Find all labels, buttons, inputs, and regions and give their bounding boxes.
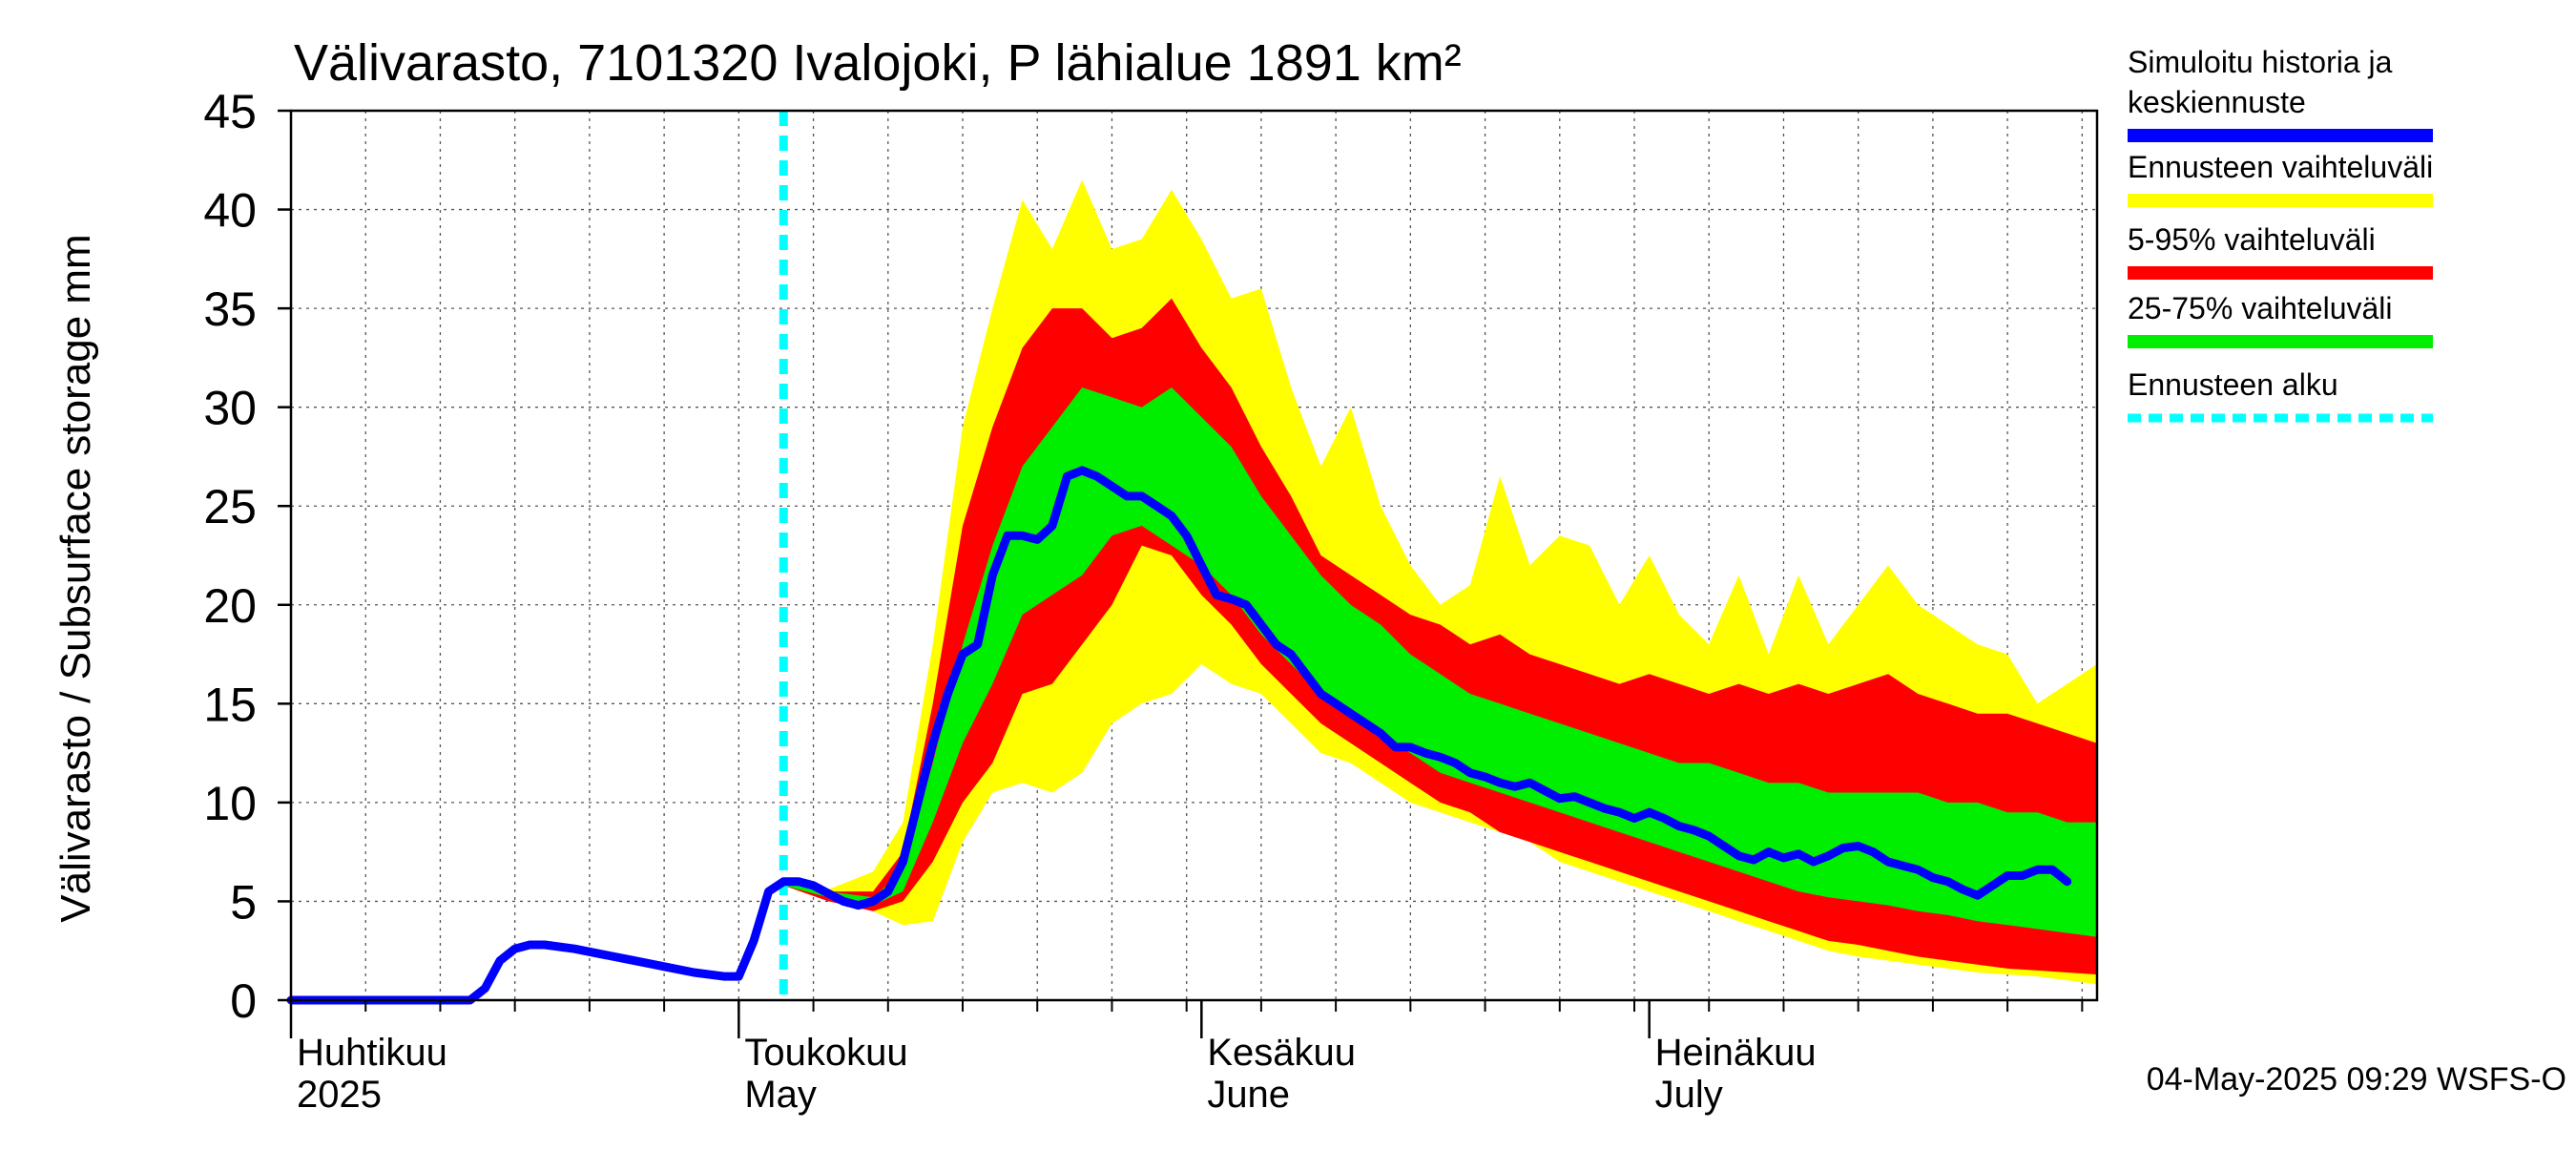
legend: Simuloitu historia ja keskiennuste Ennuste…: [2128, 45, 2433, 423]
legend-swatch: [2128, 129, 2433, 142]
y-tick-label: 40: [203, 184, 257, 238]
band-25-75-vaihteluv-li: [783, 387, 2097, 955]
month-label-en: May: [744, 1074, 817, 1116]
legend-label: Ennusteen alku: [2128, 367, 2338, 402]
legend-label: keskiennuste: [2128, 85, 2306, 119]
chart-title: Välivarasto, 7101320 Ivalojoki, P lähial…: [294, 34, 1462, 92]
y-tick-label: 15: [203, 678, 257, 731]
y-tick-label: 25: [203, 480, 257, 533]
month-label-en: 2025: [297, 1074, 382, 1116]
legend-label: Ennusteen vaihteluväli: [2128, 150, 2433, 184]
legend-label: 5-95% vaihteluväli: [2128, 222, 2376, 257]
month-label-en: June: [1207, 1074, 1290, 1116]
axes: [278, 109, 2099, 1038]
month-label-fi: Kesäkuu: [1207, 1032, 1356, 1074]
y-tick-label: 30: [203, 382, 257, 435]
footer-timestamp: 04-May-2025 09:29 WSFS-O: [2147, 1061, 2566, 1098]
month-label-fi: Heinäkuu: [1655, 1032, 1817, 1074]
y-tick-label: 45: [203, 85, 257, 138]
y-tick-label: 5: [230, 875, 257, 929]
plot-frame: [289, 109, 2099, 1002]
mean-forecast-line: [286, 466, 2072, 1005]
month-label-en: July: [1655, 1074, 1723, 1116]
y-tick-label: 20: [203, 579, 257, 633]
month-label-fi: Toukokuu: [744, 1032, 907, 1074]
legend-label: Simuloitu historia ja: [2128, 45, 2393, 79]
y-tick-label: 10: [203, 777, 257, 830]
series-lines: [286, 111, 2072, 1005]
month-label-fi: Huhtikuu: [297, 1032, 447, 1074]
legend-swatch: [2128, 194, 2433, 207]
legend-swatch: [2128, 266, 2433, 280]
y-axis-label: Välivarasto / Subsurface storage mm: [52, 234, 99, 922]
tick-labels: 051015202530354045Huhtikuu2025ToukokuuMa…: [203, 85, 1816, 1116]
forecast-bands: [783, 179, 2097, 998]
legend-swatch: [2128, 335, 2433, 348]
legend-label: 25-75% vaihteluväli: [2128, 291, 2393, 325]
y-tick-label: 0: [230, 974, 257, 1028]
y-tick-label: 35: [203, 282, 257, 336]
